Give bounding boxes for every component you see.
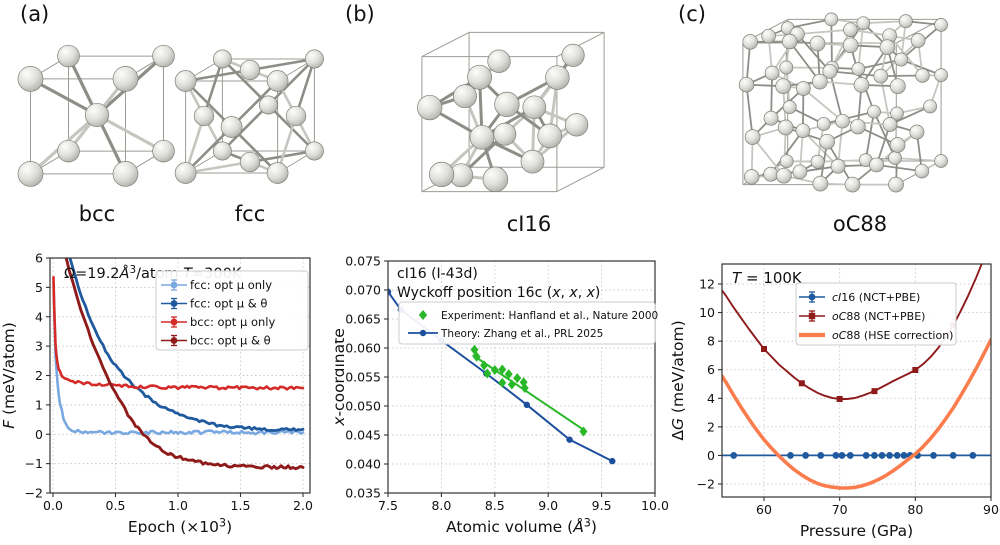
svg-text:8.0: 8.0 <box>431 498 451 513</box>
svg-text:4: 4 <box>707 391 715 406</box>
svg-text:0: 0 <box>707 448 715 463</box>
svg-text:5: 5 <box>35 280 43 295</box>
svg-text:0.075: 0.075 <box>345 254 381 269</box>
ci16-caption: cI16 <box>506 212 552 236</box>
svg-text:fcc: opt μ & θ: fcc: opt μ & θ <box>190 297 267 311</box>
svg-text:3: 3 <box>35 339 43 354</box>
svg-text:0.045: 0.045 <box>345 428 381 443</box>
svg-text:0.050: 0.050 <box>345 399 381 414</box>
gibbs-energy-pressure-chart: 60 70 80 90 −2 0 2 4 6 8 10 12 Pressure (GPa) ΔG (meV… <box>670 263 999 540</box>
svg-text:cI16 (NCT+PBE): cI16 (NCT+PBE) <box>832 291 920 304</box>
svg-text:x-coordinate: x-coordinate <box>335 328 348 426</box>
svg-text:10.0: 10.0 <box>641 498 669 513</box>
svg-text:9.0: 9.0 <box>538 498 558 513</box>
svg-text:oC88 (NCT+PBE): oC88 (NCT+PBE) <box>832 310 925 323</box>
svg-text:7.5: 7.5 <box>378 498 398 513</box>
panel-label-c: (c) <box>678 2 706 26</box>
panel-label-b: (b) <box>345 2 375 26</box>
svg-text:6: 6 <box>35 251 43 266</box>
svg-text:9.5: 9.5 <box>592 498 612 513</box>
training-free-energy-chart: 0.0 0.5 1.0 1.5 2.0 −2 −1 0 1 2 3 4 5 6 Epoch (×103) F … <box>0 251 313 537</box>
svg-text:80: 80 <box>907 502 923 517</box>
svg-text:Pressure (GPa): Pressure (GPa) <box>800 522 913 540</box>
svg-text:bcc: opt μ only: bcc: opt μ only <box>190 315 275 329</box>
svg-text:2.0: 2.0 <box>293 498 313 513</box>
svg-text:0.5: 0.5 <box>106 498 126 513</box>
fcc-caption: fcc <box>234 202 266 226</box>
svg-text:2: 2 <box>707 419 715 434</box>
svg-text:0.035: 0.035 <box>345 486 381 501</box>
svg-text:Wyckoff position 16c (x, x, x): Wyckoff position 16c (x, x, x) <box>397 285 600 301</box>
svg-text:−1: −1 <box>25 456 43 471</box>
panel-label-a: (a) <box>20 2 50 26</box>
svg-text:F (meV/atom): F (meV/atom) <box>0 322 18 429</box>
oc88-caption: oC88 <box>832 212 888 236</box>
svg-text:2: 2 <box>35 368 43 383</box>
oc88-structure-figure <box>738 12 948 193</box>
svg-text:10: 10 <box>699 305 715 320</box>
svg-text:ΔG (meV/atom): ΔG (meV/atom) <box>670 320 687 440</box>
svg-text:−2: −2 <box>697 477 715 492</box>
svg-text:0.0: 0.0 <box>43 498 63 513</box>
ci16-structure-figure <box>417 31 605 193</box>
svg-text:12: 12 <box>699 277 715 292</box>
svg-text:8.5: 8.5 <box>485 498 505 513</box>
svg-text:0.060: 0.060 <box>345 341 381 356</box>
svg-text:fcc: opt μ only: fcc: opt μ only <box>190 278 272 292</box>
svg-text:0.040: 0.040 <box>345 457 381 472</box>
wyckoff-x-coordinate-chart: 7.5 8.0 8.5 9.0 9.5 10.0 0.035 0.040 0.045 0.050 0… <box>335 254 669 537</box>
svg-text:0.070: 0.070 <box>345 283 381 298</box>
svg-text:4: 4 <box>35 309 43 324</box>
svg-text:oC88 (HSE correction): oC88 (HSE correction) <box>832 329 953 342</box>
svg-text:8: 8 <box>707 334 715 349</box>
svg-text:1: 1 <box>35 397 43 412</box>
svg-text:Theory: Zhang et al., PRL 2025: Theory: Zhang et al., PRL 2025 <box>440 328 603 340</box>
bcc-caption: bcc <box>78 202 116 226</box>
svg-text:6: 6 <box>707 362 715 377</box>
svg-text:90: 90 <box>983 502 999 517</box>
svg-text:1.0: 1.0 <box>168 498 188 513</box>
svg-text:cI16 (I-43d): cI16 (I-43d) <box>397 266 478 282</box>
svg-text:−2: −2 <box>25 486 43 501</box>
bcc-fcc-structure-figure <box>17 44 324 187</box>
svg-text:0.055: 0.055 <box>345 370 381 385</box>
svg-text:1.5: 1.5 <box>231 498 251 513</box>
svg-text:0: 0 <box>35 427 43 442</box>
svg-text:Epoch (×103): Epoch (×103) <box>128 517 232 536</box>
svg-text:Atomic volume (Å3): Atomic volume (Å3) <box>446 517 597 536</box>
svg-text:T = 100K: T = 100K <box>732 269 803 287</box>
svg-text:bcc: opt μ & θ: bcc: opt μ & θ <box>190 334 271 348</box>
svg-text:70: 70 <box>832 502 848 517</box>
svg-text:60: 60 <box>756 502 772 517</box>
svg-text:0.065: 0.065 <box>345 312 381 327</box>
svg-text:Experiment: Hanfland et al., N: Experiment: Hanfland et al., Nature 2000 <box>441 310 658 322</box>
